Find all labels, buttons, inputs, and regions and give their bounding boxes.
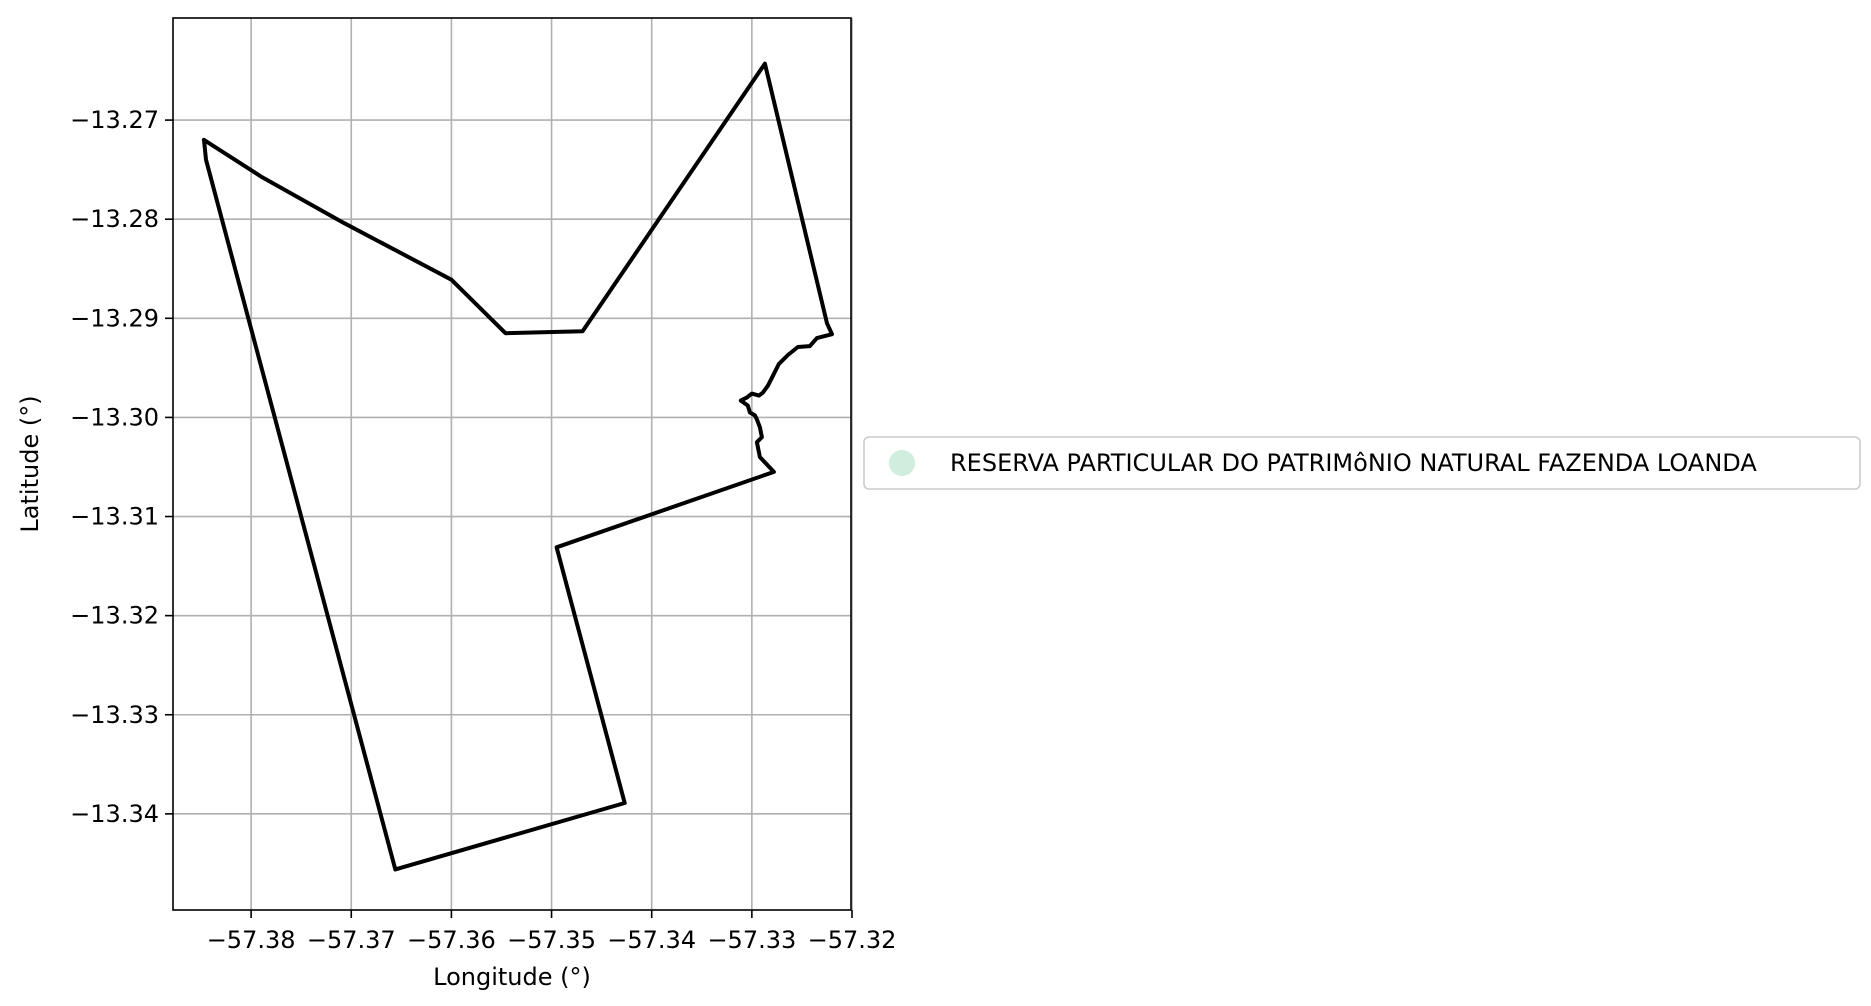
x-axis-label: Longitude (°) [433, 963, 591, 991]
x-tick-label: −57.33 [707, 926, 796, 954]
legend-box [863, 436, 1861, 490]
y-axis-ticks: −13.27 −13.28 −13.29 −13.30 −13.31 −13.32 −13.… [70, 106, 173, 828]
x-tick-label: −57.35 [507, 926, 596, 954]
x-tick-label: −57.34 [607, 926, 696, 954]
boundary-polygon [202, 61, 834, 872]
x-tick-label: −57.37 [307, 926, 396, 954]
x-axis-ticks: −57.38 −57.37 −57.36 −57.35 −57.34 −57.33 −57.… [207, 910, 897, 954]
plot-frame [172, 17, 852, 911]
y-tick-label: −13.29 [70, 304, 159, 332]
legend-entry-label: RESERVA PARTICULAR DO PATRIMôNIO NATURAL… [950, 449, 1757, 477]
legend: RESERVA PARTICULAR DO PATRIMôNIO NATURAL… [863, 436, 1861, 490]
y-tick-label: −13.33 [70, 701, 159, 729]
grid-lines [173, 18, 853, 910]
y-tick-label: −13.27 [70, 106, 159, 134]
y-tick-label: −13.31 [70, 503, 159, 531]
x-tick-label: −57.36 [407, 926, 496, 954]
x-tick-label: −57.32 [808, 926, 897, 954]
boundary-layer [202, 61, 834, 872]
y-tick-label: −13.30 [70, 403, 159, 431]
y-tick-label: −13.32 [70, 602, 159, 630]
y-tick-label: −13.34 [70, 800, 159, 828]
x-tick-label: −57.38 [207, 926, 296, 954]
y-axis-label: Latitude (°) [16, 395, 44, 532]
y-tick-label: −13.28 [70, 205, 159, 233]
legend-marker [889, 450, 915, 476]
